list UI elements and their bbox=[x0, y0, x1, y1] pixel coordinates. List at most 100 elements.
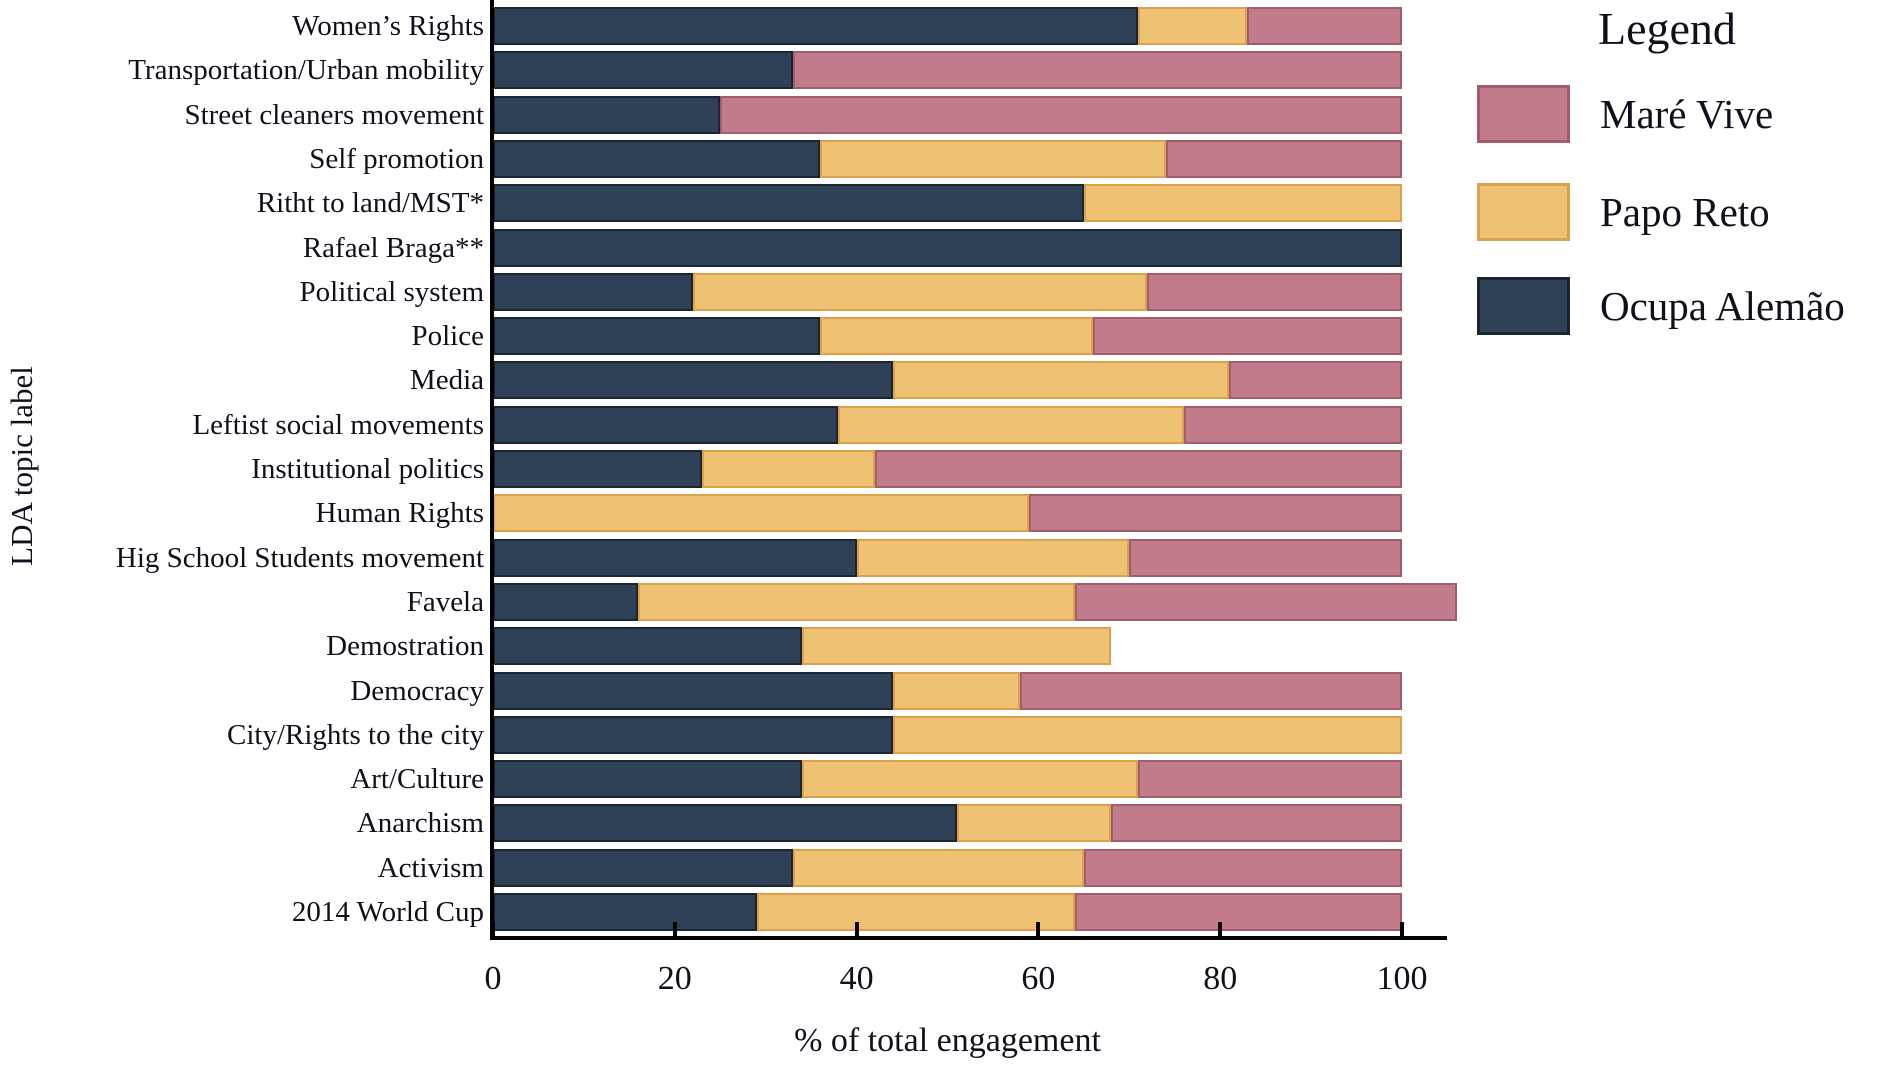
bar-segment-papo-reto bbox=[802, 760, 1139, 799]
bar-segment-mare-vive bbox=[1074, 893, 1402, 931]
bar-row bbox=[493, 450, 1402, 488]
category-label: Art/Culture bbox=[350, 763, 484, 796]
bar-row bbox=[493, 405, 1402, 444]
bar-segment-papo-reto bbox=[692, 272, 1148, 311]
bar-segment-papo-reto bbox=[820, 139, 1166, 178]
bar-segment-ocupa-alemao bbox=[493, 804, 957, 843]
x-axis-tick-label: 20 bbox=[657, 960, 692, 997]
bar-segment-mare-vive bbox=[1092, 317, 1402, 356]
legend-swatch-ocupa-alemao bbox=[1477, 277, 1570, 335]
x-axis-tick-label: 40 bbox=[839, 960, 874, 997]
bar-segment-ocupa-alemao bbox=[493, 139, 821, 178]
bar-row bbox=[493, 139, 1402, 178]
category-label: Anarchism bbox=[356, 807, 484, 840]
x-axis-tick bbox=[1218, 922, 1223, 936]
category-label: Self promotion bbox=[309, 142, 484, 175]
category-label: Transportation/Urban mobility bbox=[128, 54, 484, 87]
category-label: Women’s Rights bbox=[292, 10, 484, 42]
bar-segment-ocupa-alemao bbox=[493, 582, 639, 621]
category-label: Media bbox=[409, 364, 484, 397]
x-axis-tick-label: 60 bbox=[1021, 960, 1056, 997]
category-label: Demostration bbox=[326, 630, 484, 663]
bar-row bbox=[493, 361, 1402, 400]
bar-segment-mare-vive bbox=[1129, 538, 1402, 577]
bar-segment-papo-reto bbox=[1083, 184, 1402, 223]
bar-segment-ocupa-alemao bbox=[493, 538, 857, 577]
bar-segment-papo-reto bbox=[892, 361, 1230, 400]
bar-segment-papo-reto bbox=[1138, 7, 1248, 45]
bar-segment-ocupa-alemao bbox=[493, 627, 803, 666]
bar-row bbox=[493, 760, 1402, 799]
legend-label-ocupa-alemao: Ocupa Alemão bbox=[1600, 283, 1845, 329]
bar-segment-ocupa-alemao bbox=[493, 228, 1402, 267]
bar-segment-mare-vive bbox=[720, 95, 1402, 134]
bar-segment-ocupa-alemao bbox=[493, 671, 893, 710]
bar-row bbox=[493, 893, 1402, 931]
legend-swatch-papo-reto bbox=[1477, 183, 1570, 241]
x-axis-tick bbox=[1036, 922, 1041, 936]
bar-segment-papo-reto bbox=[792, 848, 1084, 887]
bar-segment-mare-vive bbox=[1165, 139, 1402, 178]
bar-segment-ocupa-alemao bbox=[493, 760, 803, 799]
bar-segment-mare-vive bbox=[1111, 804, 1402, 843]
bar-segment-papo-reto bbox=[493, 494, 1030, 533]
category-label: Favela bbox=[406, 585, 484, 618]
bar-row bbox=[493, 7, 1402, 45]
category-label: Hig School Students movement bbox=[115, 541, 484, 574]
bar-row bbox=[493, 95, 1402, 134]
bar-row bbox=[493, 272, 1402, 311]
category-label: Police bbox=[411, 320, 485, 353]
bar-row bbox=[493, 848, 1402, 887]
legend-swatch-mare-vive bbox=[1477, 85, 1570, 143]
bar-segment-ocupa-alemao bbox=[493, 184, 1084, 223]
bar-segment-mare-vive bbox=[1229, 361, 1402, 400]
x-axis-tick-label: 100 bbox=[1376, 960, 1428, 997]
category-label: Institutional politics bbox=[251, 453, 484, 485]
bar-segment-mare-vive bbox=[1020, 671, 1402, 710]
bar-segment-ocupa-alemao bbox=[493, 95, 721, 134]
bar-segment-mare-vive bbox=[1183, 405, 1402, 444]
bar-row bbox=[493, 804, 1402, 843]
x-axis-tick bbox=[1400, 922, 1404, 936]
bar-row bbox=[493, 715, 1402, 754]
x-axis-tick-label: 0 bbox=[484, 960, 502, 997]
bar-segment-ocupa-alemao bbox=[493, 7, 1139, 45]
bar-segment-ocupa-alemao bbox=[493, 317, 821, 356]
bar-segment-ocupa-alemao bbox=[493, 715, 893, 754]
legend-label-papo-reto: Papo Reto bbox=[1600, 189, 1770, 235]
category-label: Democracy bbox=[350, 674, 484, 707]
legend-title: Legend bbox=[1598, 3, 1736, 54]
bar-segment-mare-vive bbox=[1138, 760, 1402, 799]
category-label: Political system bbox=[299, 275, 484, 308]
bar-segment-ocupa-alemao bbox=[493, 272, 693, 311]
bar-segment-papo-reto bbox=[892, 715, 1402, 754]
x-axis-title: % of total engagement bbox=[794, 1022, 1101, 1059]
x-axis-tick-label: 80 bbox=[1203, 960, 1238, 997]
x-axis-line bbox=[490, 936, 1447, 940]
x-axis-tick bbox=[854, 922, 859, 936]
bar-segment-ocupa-alemao bbox=[493, 450, 703, 488]
bar-segment-mare-vive bbox=[1083, 848, 1402, 887]
bar-segment-papo-reto bbox=[856, 538, 1130, 577]
bar-segment-ocupa-alemao bbox=[493, 893, 757, 931]
bar-segment-papo-reto bbox=[892, 671, 1021, 710]
bar-segment-papo-reto bbox=[702, 450, 875, 488]
bar-row bbox=[493, 627, 1112, 666]
legend-label-mare-vive: Maré Vive bbox=[1600, 91, 1774, 137]
category-label: Leftist social movements bbox=[192, 408, 484, 441]
bar-segment-ocupa-alemao bbox=[493, 405, 839, 444]
category-label: City/Rights to the city bbox=[227, 718, 484, 751]
bar-row bbox=[493, 228, 1402, 267]
category-label: Activism bbox=[377, 851, 484, 884]
bar-row bbox=[493, 317, 1402, 356]
bar-segment-mare-vive bbox=[1074, 582, 1457, 621]
category-label: Ritht to land/MST* bbox=[256, 187, 484, 220]
bar-segment-mare-vive bbox=[874, 450, 1402, 488]
bar-segment-mare-vive bbox=[1147, 272, 1402, 311]
bar-row bbox=[493, 582, 1457, 621]
bar-row bbox=[493, 184, 1402, 223]
bar-row bbox=[493, 51, 1402, 90]
bar-row bbox=[493, 494, 1402, 533]
x-axis-tick bbox=[491, 922, 495, 936]
